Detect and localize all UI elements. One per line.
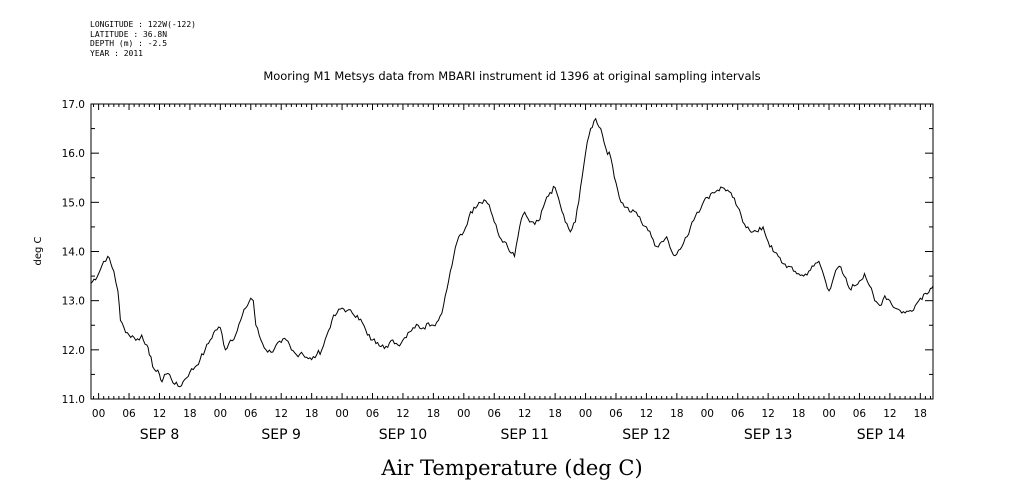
y-tick-label: 13.0 bbox=[62, 296, 85, 308]
x-day-label: SEP 12 bbox=[622, 427, 670, 443]
x-hour-label: 00 bbox=[92, 408, 105, 420]
y-axis: 11.0 12.0 13.0 14.0 15.0 16.0 17.0 bbox=[62, 99, 933, 406]
series-line bbox=[90, 117, 934, 388]
x-hour-label: 12 bbox=[153, 408, 166, 420]
x-hour-label: 18 bbox=[548, 408, 561, 420]
x-hour-label: 12 bbox=[275, 408, 288, 420]
y-tick-label: 17.0 bbox=[62, 99, 85, 111]
x-day-label: SEP 14 bbox=[857, 427, 906, 443]
x-hour-label: 18 bbox=[183, 408, 196, 420]
x-hour-label: 06 bbox=[244, 408, 258, 420]
depth-label: DEPTH (m) : -2.5 bbox=[90, 39, 168, 48]
x-hour-label: 18 bbox=[914, 408, 927, 420]
x-day-label: SEP 9 bbox=[261, 427, 301, 443]
x-hour-label: 06 bbox=[122, 408, 136, 420]
x-hour-label: 06 bbox=[853, 408, 867, 420]
x-day-label: SEP 11 bbox=[500, 427, 548, 443]
x-hour-label: 00 bbox=[822, 408, 835, 420]
x-hour-label: 00 bbox=[579, 408, 592, 420]
y-tick-label: 14.0 bbox=[62, 247, 85, 259]
x-hour-label: 12 bbox=[640, 408, 653, 420]
x-hour-label: 12 bbox=[883, 408, 896, 420]
minor-ticks bbox=[93, 104, 931, 399]
x-day-label: SEP 10 bbox=[379, 427, 427, 443]
x-day-label: SEP 13 bbox=[744, 427, 792, 443]
x-hour-label: 12 bbox=[396, 408, 409, 420]
longitude-label: LONGITUDE : 122W(-122) bbox=[90, 20, 196, 29]
chart-title: Mooring M1 Metsys data from MBARI instru… bbox=[263, 69, 760, 83]
station-metadata: LONGITUDE : 122W(-122) LATITUDE : 36.8N … bbox=[90, 20, 196, 58]
x-hour-label: 18 bbox=[792, 408, 805, 420]
latitude-label: LATITUDE : 36.8N bbox=[90, 29, 168, 39]
x-hour-label: 06 bbox=[609, 408, 623, 420]
y-tick-label: 12.0 bbox=[62, 345, 85, 357]
x-axis: 00 06 12 18 00 06 12 18 00 06 12 18 00 06 12 18 00 06 12 18… bbox=[92, 408, 927, 443]
y-tick-label: 16.0 bbox=[62, 148, 85, 160]
x-hour-label: 18 bbox=[427, 408, 440, 420]
y-axis-label: deg C bbox=[33, 236, 44, 265]
x-axis-title: Air Temperature (deg C) bbox=[380, 456, 642, 480]
y-tick-label: 15.0 bbox=[62, 197, 85, 209]
x-hour-label: 00 bbox=[457, 408, 470, 420]
x-hour-label: 12 bbox=[518, 408, 531, 420]
x-hour-label: 06 bbox=[488, 408, 502, 420]
y-tick-label: 11.0 bbox=[62, 394, 85, 406]
x-hour-label: 18 bbox=[670, 408, 683, 420]
x-hour-label: 00 bbox=[701, 408, 714, 420]
year-label: YEAR : 2011 bbox=[90, 48, 143, 58]
x-hour-label: 06 bbox=[731, 408, 745, 420]
x-hour-label: 18 bbox=[305, 408, 318, 420]
x-hour-label: 06 bbox=[366, 408, 380, 420]
plot-frame bbox=[90, 103, 934, 400]
x-day-label: SEP 8 bbox=[140, 427, 180, 443]
x-hour-label: 00 bbox=[335, 408, 348, 420]
x-hour-label: 00 bbox=[214, 408, 227, 420]
x-hour-label: 12 bbox=[761, 408, 774, 420]
